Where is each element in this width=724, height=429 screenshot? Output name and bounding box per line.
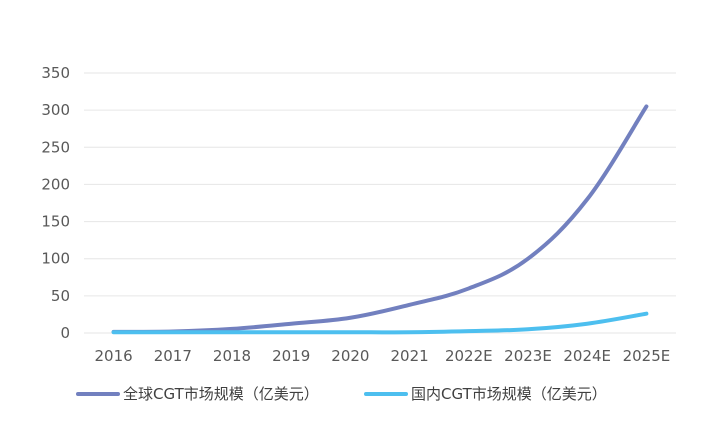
series-line-1 bbox=[111, 311, 649, 335]
x-tick-label: 2018 bbox=[213, 347, 251, 365]
x-tick-label: 2019 bbox=[272, 347, 310, 365]
gridlines bbox=[84, 72, 676, 334]
y-tick-label: 0 bbox=[60, 324, 70, 342]
y-tick-label: 350 bbox=[41, 64, 70, 82]
legend-label-1: 国内CGT市场规模（亿美元） bbox=[411, 385, 607, 403]
x-tick-label: 2017 bbox=[154, 347, 192, 365]
x-tick-label: 2024E bbox=[563, 347, 611, 365]
x-tick-label: 2016 bbox=[95, 347, 133, 365]
x-tick-label: 2023E bbox=[504, 347, 552, 365]
y-axis-ticks: 0 50 100 150 200 250 300 350 bbox=[41, 64, 70, 342]
series-lines bbox=[111, 104, 649, 335]
y-tick-label: 150 bbox=[41, 213, 70, 231]
x-tick-label: 2022E bbox=[445, 347, 493, 365]
x-axis-ticks: 2016 2017 2018 2019 2020 2021 2022E 2023E 2024E 2… bbox=[95, 347, 671, 365]
series-line-0 bbox=[111, 104, 649, 334]
y-tick-label: 200 bbox=[41, 175, 70, 193]
legend-label-0: 全球CGT市场规模（亿美元） bbox=[123, 385, 319, 403]
y-tick-label: 100 bbox=[41, 250, 70, 268]
legend: 全球CGT市场规模（亿美元） 国内CGT市场规模（亿美元） bbox=[76, 385, 607, 403]
y-tick-label: 50 bbox=[51, 287, 70, 305]
x-tick-label: 2020 bbox=[331, 347, 369, 365]
x-tick-label: 2025E bbox=[623, 347, 671, 365]
y-tick-label: 250 bbox=[41, 138, 70, 156]
y-tick-label: 300 bbox=[41, 101, 70, 119]
x-tick-label: 2021 bbox=[391, 347, 429, 365]
